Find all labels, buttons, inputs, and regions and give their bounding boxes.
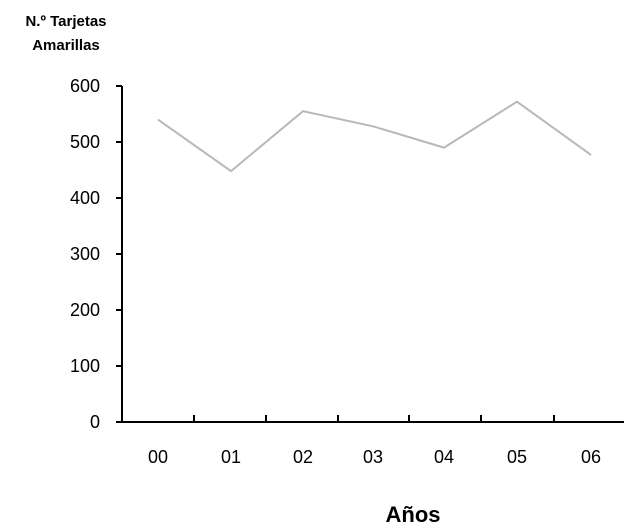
y-tick-label-300: 300 (70, 244, 100, 264)
y-tick-label-100: 100 (70, 356, 100, 376)
x-tick-label-01: 01 (221, 447, 241, 467)
y-tick-label-200: 200 (70, 300, 100, 320)
y-tick-label-500: 500 (70, 132, 100, 152)
x-tick-label-05: 05 (507, 447, 527, 467)
x-tick-label-02: 02 (293, 447, 313, 467)
x-tick-label-06: 06 (581, 447, 601, 467)
y-axis-title-line-2: Amarillas (32, 37, 100, 54)
x-axis-title: Años (386, 502, 441, 527)
y-tick-label-600: 600 (70, 76, 100, 96)
y-axis-title-line-1: N.º Tarjetas (25, 13, 106, 30)
x-ticks: 00 01 02 03 04 05 06 (148, 415, 601, 467)
y-ticks: 0 100 200 300 400 500 600 (70, 76, 122, 432)
y-axis-title: N.º Tarjetas Amarillas (25, 13, 106, 54)
x-tick-label-04: 04 (434, 447, 454, 467)
y-tick-label-400: 400 (70, 188, 100, 208)
series-line (157, 100, 592, 173)
x-tick-label-03: 03 (363, 447, 383, 467)
x-tick-label-00: 00 (148, 447, 168, 467)
y-tick-label-0: 0 (90, 412, 100, 432)
